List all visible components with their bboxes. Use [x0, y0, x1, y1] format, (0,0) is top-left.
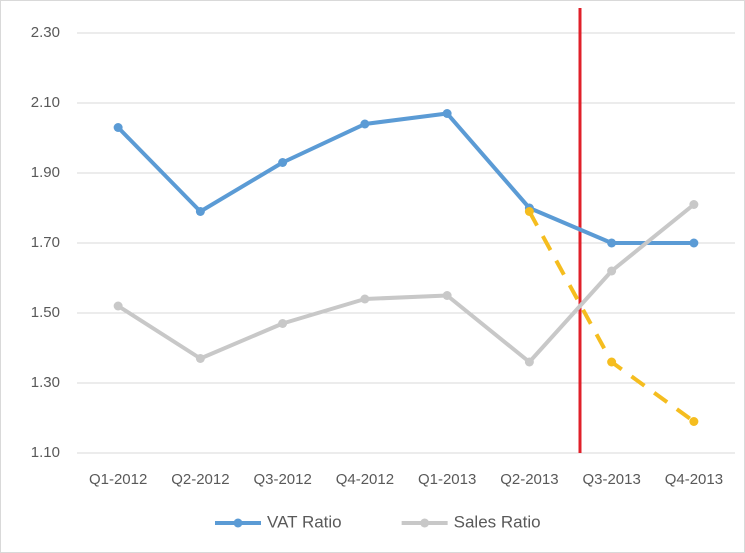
data-point: [607, 266, 617, 276]
data-point: [360, 119, 370, 129]
data-point: [442, 109, 452, 118]
data-point: [278, 158, 288, 167]
y-tick-label: 2.30: [31, 24, 60, 41]
x-tick-label: Q1-2012: [89, 471, 147, 488]
data-point: [607, 357, 617, 367]
x-tick-label: Q4-2013: [665, 471, 723, 488]
legend-label: VAT Ratio: [267, 512, 342, 531]
y-tick-label: 1.90: [31, 164, 60, 181]
legend-marker: [420, 518, 430, 528]
data-point: [607, 238, 617, 248]
grid: 1.10 1.30 1.50 1.70 1.90 2.10 2.30 Q1-2012 Q2-20…: [31, 24, 735, 488]
data-point: [442, 291, 452, 300]
data-point: [113, 123, 123, 132]
x-tick-label: Q1-2013: [418, 471, 476, 488]
legend-label: Sales Ratio: [454, 512, 541, 531]
y-tick-label: 1.70: [31, 234, 60, 251]
x-tick-label: Q2-2013: [500, 471, 558, 488]
data-point: [360, 294, 370, 304]
y-tick-label: 1.50: [31, 304, 60, 321]
series-line: [117, 202, 696, 364]
y-tick-label: 2.10: [31, 94, 60, 111]
x-tick-label: Q3-2012: [253, 471, 311, 488]
data-point: [689, 238, 699, 248]
data-point: [195, 354, 205, 363]
x-tick-label: Q3-2013: [582, 471, 640, 488]
data-point: [524, 207, 534, 216]
marks: [113, 109, 699, 426]
x-tick-label: Q4-2012: [336, 471, 394, 488]
y-tick-label: 1.30: [31, 374, 60, 391]
y-tick-label: 1.10: [31, 444, 60, 461]
data-point: [195, 207, 205, 216]
data-point: [113, 301, 123, 311]
data-point: [689, 200, 699, 209]
x-tick-label: Q2-2012: [171, 471, 229, 488]
series-line: [116, 111, 694, 245]
data-point: [689, 417, 699, 426]
data-point: [278, 319, 288, 328]
legend: VAT Ratio Sales Ratio: [215, 512, 541, 531]
legend-marker: [233, 518, 243, 528]
data-point: [524, 357, 534, 367]
